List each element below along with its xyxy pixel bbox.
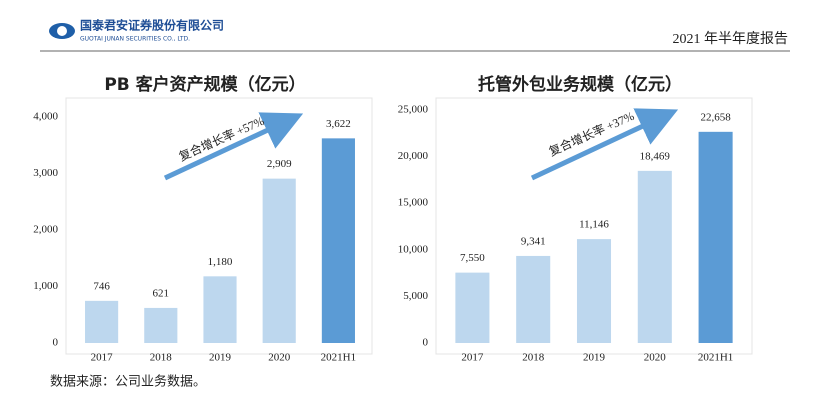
report-title: 2021 年半年度报告 [673,31,789,47]
chart-title: 托管外包业务规模（亿元） [478,74,682,95]
x-tick-label: 2018 [522,352,545,364]
company-name: 国泰君安证券股份有限公司 [80,18,224,33]
value-label: 18,469 [640,150,671,162]
value-label: 22,658 [700,111,731,123]
bar [576,239,612,343]
y-tick-label: 4,000 [33,111,58,123]
bar [144,307,178,343]
plot-frame [435,97,753,355]
bar [321,138,355,343]
value-label: 1,180 [208,256,233,268]
logo-inner [57,26,67,36]
y-tick-label: 15,000 [398,197,429,209]
plot-frame [65,97,373,355]
bar [262,178,296,343]
x-tick-label: 2021H1 [321,352,356,364]
value-label: 621 [153,287,170,299]
y-tick-label: 3,000 [33,167,58,179]
trend-arrow [163,112,304,181]
bar [203,276,237,343]
x-tick-label: 2018 [150,352,173,364]
value-label: 746 [93,280,110,292]
x-tick-label: 2021H1 [698,352,733,364]
x-tick-label: 2019 [583,352,606,364]
trend-arrow [530,108,679,181]
x-tick-label: 2017 [461,352,484,364]
value-label: 3,622 [326,118,351,130]
y-tick-label: 0 [423,337,429,349]
y-tick-label: 10,000 [398,243,429,255]
y-tick-label: 1,000 [33,280,58,292]
bar [698,131,733,343]
x-tick-label: 2020 [268,352,291,364]
value-label: 11,146 [579,219,609,231]
chart-title: PB 客户资产规模（亿元） [104,74,305,95]
value-label: 2,909 [267,158,292,170]
y-tick-label: 20,000 [398,150,429,162]
x-tick-label: 2017 [91,352,114,364]
company-name-en: GUOTAI JUNAN SECURITIES CO., LTD. [80,36,190,43]
bar [637,170,672,343]
y-tick-label: 2,000 [33,224,58,236]
value-label: 9,341 [521,235,546,247]
y-tick-label: 25,000 [398,104,429,116]
y-tick-label: 5,000 [403,290,428,302]
value-label: 7,550 [460,252,485,264]
bar [85,300,119,343]
x-tick-label: 2019 [209,352,232,364]
bar [516,255,551,343]
y-tick-label: 0 [53,337,59,349]
x-tick-label: 2020 [644,352,667,364]
bar [455,272,490,343]
source-note: 数据来源：公司业务数据。 [50,374,206,390]
